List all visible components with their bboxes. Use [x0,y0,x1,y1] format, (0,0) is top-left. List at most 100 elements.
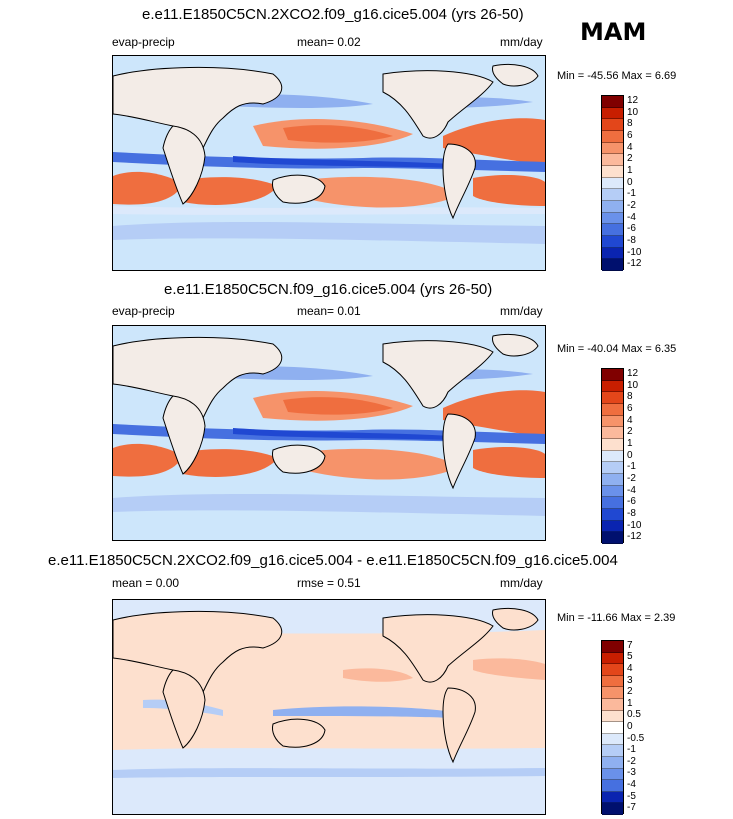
colorbar-tick-label: 0 [627,721,633,732]
panel2-right-label: mm/day [500,304,543,318]
colorbar-tick-label: -1 [627,461,636,473]
colorbar-swatch [602,403,623,416]
colorbar-tick-label: 1 [627,697,633,709]
panel2-minmax: Min = -40.04 Max = 6.35 [557,343,677,355]
colorbar-swatch [602,803,623,815]
colorbar-swatch [602,142,623,155]
colorbar-tick-label: -1 [627,188,636,200]
colorbar-swatch [602,756,623,769]
panel2-center-label: mean= 0.01 [297,304,361,318]
colorbar-swatch [602,189,623,201]
colorbar-swatch [602,200,623,213]
colorbar-tick-label: 10 [627,379,639,391]
panel1-center-label: mean= 0.02 [297,35,361,49]
panel3-title: e.e11.E1850C5CN.2XCO2.f09_g16.cice5.004 … [48,552,618,569]
panel2-colorbar [601,368,624,544]
colorbar-swatch [602,259,623,271]
colorbar-swatch [602,212,623,225]
colorbar-swatch [602,154,623,166]
colorbar-tick-label: -2 [627,472,636,484]
panel2-map [112,325,546,541]
colorbar-swatch [602,687,623,699]
colorbar-swatch [602,745,623,757]
colorbar-swatch [602,96,623,108]
panel1-minmax: Min = -45.56 Max = 6.69 [557,70,677,82]
colorbar-tick-label: -4 [627,484,636,496]
colorbar-swatch [602,119,623,131]
colorbar-swatch [602,698,623,711]
colorbar-tick-label: 0 [627,449,633,461]
colorbar-swatch [602,664,623,676]
colorbar-tick-label: -0.5 [627,732,645,744]
colorbar-swatch [602,722,623,734]
colorbar-swatch [602,473,623,486]
colorbar-tick-label: -8 [627,234,636,246]
colorbar-tick-label: -6 [627,223,636,235]
colorbar-swatch [602,247,623,260]
panel1-left-label: evap-precip [112,35,175,49]
colorbar-swatch [602,520,623,533]
colorbar-swatch [602,415,623,428]
colorbar-swatch [602,485,623,498]
colorbar-swatch [602,532,623,544]
panel1-right-label: mm/day [500,35,543,49]
colorbar-tick-label: 0 [627,176,633,188]
colorbar-tick-label: -3 [627,767,636,779]
colorbar-swatch [602,235,623,248]
colorbar-tick-label: 4 [627,414,633,426]
colorbar-swatch [602,380,623,393]
colorbar-tick-label: 8 [627,118,633,130]
colorbar-tick-label: -4 [627,779,636,790]
colorbar-tick-label: -6 [627,496,636,508]
panel3-minmax: Min = -11.66 Max = 2.39 [557,612,676,624]
colorbar-swatch [602,675,623,688]
colorbar-tick-label: 2 [627,686,633,698]
colorbar-tick-label: -2 [627,755,636,767]
colorbar-tick-label: 4 [627,141,633,153]
colorbar-tick-label: -8 [627,507,636,519]
colorbar-tick-label: 2 [627,153,633,165]
colorbar-swatch [602,780,623,792]
colorbar-tick-label: 8 [627,391,633,403]
panel3-colorbar [601,640,624,815]
colorbar-swatch [602,791,623,804]
colorbar-tick-label: -2 [627,199,636,211]
colorbar-tick-label: 10 [627,106,639,118]
colorbar-swatch [602,710,623,723]
colorbar-swatch [602,107,623,120]
colorbar-tick-label: 6 [627,402,633,414]
colorbar-swatch [602,438,623,451]
colorbar-swatch [602,652,623,665]
colorbar-tick-label: 1 [627,437,633,449]
colorbar-tick-label: 5 [627,651,633,663]
colorbar-swatch [602,768,623,781]
colorbar-swatch [602,427,623,439]
panel3-right-label: mm/day [500,576,543,590]
colorbar-swatch [602,450,623,463]
colorbar-tick-label: 7 [627,639,633,651]
colorbar-swatch [602,165,623,178]
colorbar-tick-label: 6 [627,129,633,141]
panel1-colorbar [601,95,624,271]
panel1-map [112,55,546,271]
colorbar-tick-label: 0.5 [627,709,641,721]
colorbar-tick-label: -10 [627,519,642,531]
colorbar-tick-label: 12 [627,94,639,106]
colorbar-swatch [602,177,623,190]
colorbar-swatch [602,392,623,404]
panel3-left-label: mean = 0.00 [112,576,180,590]
colorbar-tick-label: -12 [627,531,642,543]
colorbar-tick-label: -12 [627,258,642,270]
panel3-map [112,599,546,815]
colorbar-tick-label: 2 [627,426,633,438]
colorbar-tick-label: -1 [627,744,636,756]
colorbar-tick-label: -4 [627,211,636,223]
colorbar-swatch [602,733,623,746]
colorbar-tick-label: -5 [627,790,636,802]
colorbar-swatch [602,369,623,381]
colorbar-swatch [602,497,623,509]
colorbar-tick-label: 12 [627,367,639,379]
panel2-title: e.e11.E1850C5CN.f09_g16.cice5.004 (yrs 2… [164,281,493,298]
colorbar-tick-label: -7 [627,802,636,814]
season-label: MAM [580,18,647,46]
